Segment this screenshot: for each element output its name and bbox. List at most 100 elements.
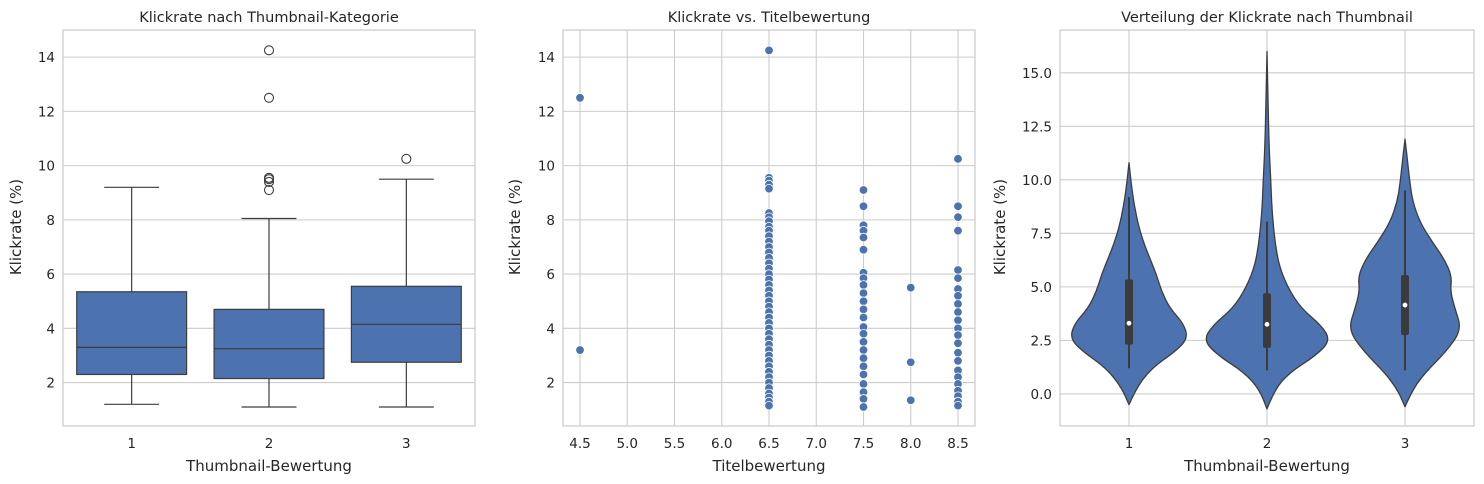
scatter-point bbox=[953, 291, 963, 301]
scatter-point bbox=[953, 348, 963, 358]
violin-ticks: 0.0 2.5 5.0 7.5 10.0 12.5 15.0 1 2 3 bbox=[1022, 66, 1409, 452]
scatter-point bbox=[858, 394, 869, 404]
scatter-ylabel: Klickrate (%) bbox=[506, 179, 524, 275]
y-tick-label: 14 bbox=[538, 50, 555, 66]
y-tick-label: 7.5 bbox=[1031, 226, 1052, 242]
scatter-point bbox=[764, 45, 774, 56]
x-tick-label: 7.5 bbox=[853, 436, 874, 452]
x-tick-label: 8.0 bbox=[900, 436, 921, 452]
violin-iqr-bar bbox=[1125, 279, 1133, 345]
scatter-point bbox=[953, 338, 963, 348]
scatter-point bbox=[953, 356, 963, 366]
scatter-point bbox=[575, 345, 585, 355]
scatter-point bbox=[906, 357, 916, 367]
y-tick-label: 6 bbox=[546, 267, 555, 283]
scatter-point bbox=[858, 402, 869, 412]
scatter-title: Klickrate vs. Titelbewertung bbox=[668, 10, 871, 26]
scatter-point bbox=[858, 280, 869, 290]
scatter-point bbox=[953, 212, 963, 222]
box-iqr bbox=[76, 291, 188, 376]
y-tick-label: 2 bbox=[46, 376, 55, 392]
scatter-panel: Klickrate vs. Titelbewertung Titelbewert… bbox=[506, 10, 976, 475]
box-iqr bbox=[213, 308, 325, 380]
scatter-point bbox=[953, 299, 963, 309]
outlier-point bbox=[263, 172, 275, 183]
boxplot-xlabel: Thumbnail-Bewertung bbox=[185, 457, 352, 475]
x-tick-label: 2 bbox=[265, 436, 274, 452]
scatter-point bbox=[906, 395, 916, 405]
x-tick-label: 3 bbox=[1401, 436, 1410, 452]
violin-title: Verteilung der Klickrate nach Thumbnail bbox=[1121, 10, 1413, 26]
outlier-point bbox=[263, 176, 275, 187]
scatter-point bbox=[575, 93, 585, 103]
x-tick-label: 6.5 bbox=[758, 436, 779, 452]
scatter-point bbox=[858, 296, 869, 306]
violin-ylabel: Klickrate (%) bbox=[991, 179, 1009, 275]
x-tick-label: 5.5 bbox=[664, 436, 685, 452]
y-tick-label: 4 bbox=[46, 321, 55, 337]
x-tick-label: 7.0 bbox=[806, 436, 827, 452]
outlier-point bbox=[263, 92, 275, 103]
violin-median bbox=[1126, 320, 1132, 326]
y-tick-label: 10.0 bbox=[1022, 173, 1052, 189]
y-tick-label: 12 bbox=[38, 104, 55, 120]
scatter-point bbox=[858, 361, 869, 372]
scatter-point bbox=[858, 288, 869, 298]
scatter-point bbox=[858, 353, 869, 363]
y-tick-label: 8 bbox=[46, 213, 55, 229]
boxplot-ylabel: Klickrate (%) bbox=[7, 179, 25, 275]
scatter-point bbox=[858, 232, 869, 243]
x-tick-label: 3 bbox=[402, 436, 411, 452]
violin-iqr-bar bbox=[1263, 293, 1271, 348]
y-tick-label: 15.0 bbox=[1022, 66, 1052, 82]
scatter-point bbox=[858, 369, 869, 380]
boxplot-frame bbox=[62, 29, 476, 427]
violin-xlabel: Thumbnail-Bewertung bbox=[1183, 457, 1350, 475]
y-tick-label: 14 bbox=[38, 50, 55, 66]
y-tick-label: 8 bbox=[546, 213, 555, 229]
x-tick-label: 1 bbox=[1125, 436, 1134, 452]
scatter-point bbox=[858, 185, 869, 195]
scatter-point bbox=[953, 226, 963, 236]
scatter-frame bbox=[562, 29, 976, 427]
scatter-point bbox=[764, 400, 774, 411]
scatter-ticks: 2 4 6 8 10 12 14 4.5 5.0 5.5 6.0 6.5 7.0 7.5 8.0 8.5 bbox=[538, 50, 969, 452]
violin-frame bbox=[1059, 29, 1475, 427]
x-tick-label: 6.0 bbox=[711, 436, 732, 452]
scatter-point bbox=[764, 183, 774, 194]
boxplot-title: Klickrate nach Thumbnail-Kategorie bbox=[139, 10, 399, 26]
scatter-point bbox=[858, 312, 869, 323]
scatter-point bbox=[953, 307, 963, 317]
violin-median bbox=[1402, 302, 1408, 308]
scatter-point bbox=[953, 154, 963, 164]
scatter-point bbox=[858, 201, 869, 212]
scatter-point bbox=[858, 337, 869, 347]
x-tick-label: 4.5 bbox=[569, 436, 590, 452]
y-tick-label: 2 bbox=[546, 376, 555, 392]
x-tick-label: 5.0 bbox=[617, 436, 638, 452]
y-tick-label: 2.5 bbox=[1031, 333, 1052, 349]
scatter-point bbox=[906, 282, 916, 293]
outlier-point bbox=[401, 153, 412, 164]
scatter-point bbox=[953, 315, 963, 325]
outlier-point bbox=[263, 45, 275, 56]
x-tick-label: 2 bbox=[1263, 436, 1272, 452]
scatter-point bbox=[953, 201, 963, 212]
scatter-point bbox=[858, 345, 869, 355]
scatter-point bbox=[953, 400, 963, 411]
y-tick-label: 10 bbox=[38, 159, 55, 175]
y-tick-label: 0.0 bbox=[1031, 387, 1052, 403]
scatter-point bbox=[953, 265, 963, 275]
x-tick-label: 1 bbox=[127, 436, 136, 452]
boxplot-marks bbox=[76, 45, 462, 408]
y-tick-label: 10 bbox=[538, 159, 555, 175]
y-tick-label: 12 bbox=[538, 104, 555, 120]
scatter-marks bbox=[575, 45, 963, 412]
y-tick-label: 6 bbox=[46, 267, 55, 283]
scatter-point bbox=[953, 273, 963, 283]
scatter-point bbox=[858, 244, 869, 255]
y-tick-label: 12.5 bbox=[1022, 119, 1052, 135]
scatter-point bbox=[858, 304, 869, 315]
